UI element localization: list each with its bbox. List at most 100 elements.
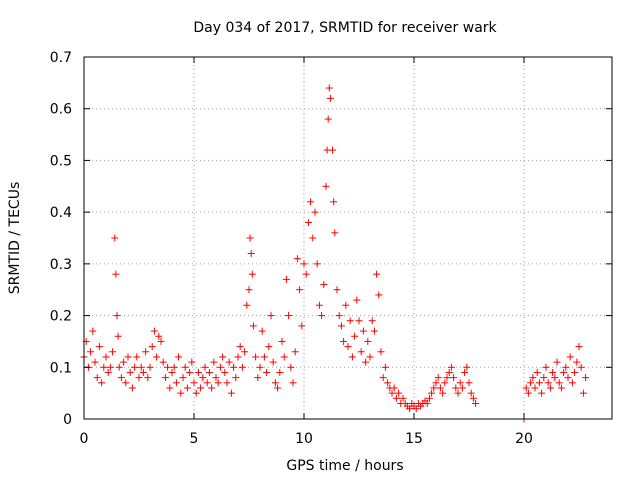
data-point bbox=[190, 379, 198, 387]
y-tick-labels: 0 0.1 0.2 0.3 0.4 0.5 0.6 0.7 bbox=[50, 50, 72, 428]
data-point bbox=[177, 389, 185, 397]
data-point bbox=[120, 358, 128, 366]
data-point bbox=[549, 368, 557, 376]
data-point bbox=[364, 337, 372, 345]
data-point bbox=[575, 343, 583, 351]
data-point bbox=[302, 270, 310, 278]
data-point bbox=[197, 384, 205, 392]
data-point bbox=[293, 255, 301, 263]
data-point bbox=[573, 358, 581, 366]
data-point bbox=[428, 389, 436, 397]
data-point bbox=[557, 384, 565, 392]
y-tick-label: 0.3 bbox=[50, 257, 72, 273]
data-point bbox=[571, 368, 579, 376]
data-point bbox=[309, 234, 317, 242]
data-point bbox=[381, 363, 389, 371]
data-point bbox=[115, 363, 123, 371]
data-point bbox=[529, 374, 537, 382]
data-point bbox=[252, 353, 260, 361]
data-point bbox=[298, 322, 306, 330]
data-point bbox=[324, 115, 332, 123]
data-point bbox=[441, 379, 449, 387]
data-point bbox=[527, 379, 535, 387]
data-point bbox=[246, 234, 254, 242]
data-point bbox=[467, 389, 475, 397]
data-point bbox=[582, 374, 590, 382]
x-tick-label: 5 bbox=[190, 431, 199, 447]
data-point bbox=[564, 374, 572, 382]
data-point bbox=[395, 389, 403, 397]
data-point bbox=[472, 399, 480, 407]
data-point bbox=[223, 379, 231, 387]
data-point bbox=[533, 368, 541, 376]
data-point bbox=[425, 394, 433, 402]
data-point bbox=[106, 363, 114, 371]
data-point bbox=[230, 363, 238, 371]
data-point bbox=[170, 363, 178, 371]
data-point bbox=[346, 317, 354, 325]
data-point bbox=[87, 348, 95, 356]
data-point bbox=[577, 363, 585, 371]
data-point bbox=[355, 317, 363, 325]
data-point bbox=[91, 358, 99, 366]
data-point bbox=[540, 374, 548, 382]
data-point bbox=[89, 327, 97, 335]
data-point bbox=[566, 353, 574, 361]
data-point bbox=[271, 379, 279, 387]
data-point bbox=[342, 301, 350, 309]
data-point bbox=[522, 384, 530, 392]
y-tick-label: 0 bbox=[63, 412, 72, 428]
data-point bbox=[192, 389, 200, 397]
data-point bbox=[458, 384, 466, 392]
data-point bbox=[320, 281, 328, 289]
data-point bbox=[430, 384, 438, 392]
data-point bbox=[326, 94, 334, 102]
x-tick-label: 20 bbox=[515, 431, 533, 447]
data-point bbox=[135, 374, 143, 382]
data-point bbox=[282, 275, 290, 283]
data-point bbox=[104, 368, 112, 376]
data-point bbox=[434, 374, 442, 382]
data-point bbox=[329, 146, 337, 154]
data-point bbox=[278, 337, 286, 345]
data-point bbox=[287, 363, 295, 371]
data-point bbox=[311, 208, 319, 216]
data-points bbox=[80, 84, 590, 423]
data-point bbox=[194, 368, 202, 376]
data-point bbox=[551, 374, 559, 382]
data-point bbox=[546, 384, 554, 392]
data-point bbox=[254, 374, 262, 382]
data-point bbox=[406, 405, 414, 413]
data-point bbox=[276, 368, 284, 376]
data-point bbox=[243, 301, 251, 309]
data-point bbox=[249, 322, 257, 330]
data-point bbox=[450, 374, 458, 382]
data-point bbox=[212, 374, 220, 382]
data-point bbox=[304, 218, 312, 226]
data-point bbox=[203, 379, 211, 387]
data-point bbox=[432, 379, 440, 387]
data-point bbox=[568, 379, 576, 387]
y-tick-label: 0.2 bbox=[50, 309, 72, 325]
data-point bbox=[469, 394, 477, 402]
data-point bbox=[348, 353, 356, 361]
data-point bbox=[109, 348, 117, 356]
data-point bbox=[351, 332, 359, 340]
data-point bbox=[296, 286, 304, 294]
data-point bbox=[248, 270, 256, 278]
data-point bbox=[139, 368, 147, 376]
data-point bbox=[150, 327, 158, 335]
data-point bbox=[359, 327, 367, 335]
data-point bbox=[384, 379, 392, 387]
data-point bbox=[280, 353, 288, 361]
x-tick-label: 10 bbox=[295, 431, 313, 447]
y-tick-label: 0.4 bbox=[50, 205, 72, 221]
data-point bbox=[227, 389, 235, 397]
data-point bbox=[388, 389, 396, 397]
data-point bbox=[562, 363, 570, 371]
data-point bbox=[247, 250, 255, 258]
data-point bbox=[113, 312, 121, 320]
data-point bbox=[439, 389, 447, 397]
data-point bbox=[579, 389, 587, 397]
